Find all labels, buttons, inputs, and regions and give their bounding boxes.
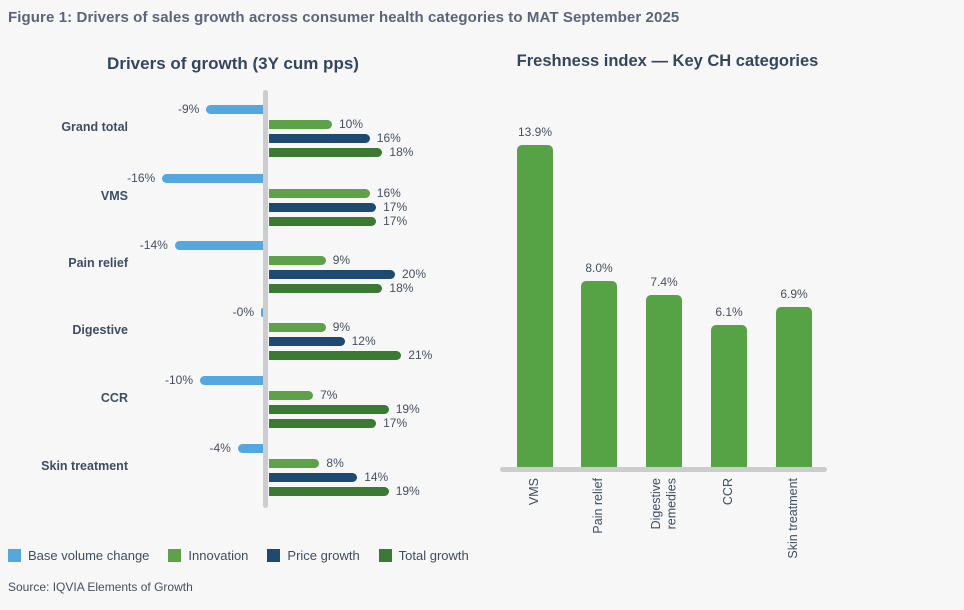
x-axis-label: Skin treatment (786, 478, 800, 559)
legend: Base volume change Innovation Price growth… (8, 548, 469, 563)
bar-value-label: 18% (389, 144, 414, 159)
legend-label: Innovation (188, 548, 249, 563)
bar-freshness-index (517, 144, 553, 467)
bar-value-label: 10% (339, 116, 364, 131)
bar-innovation (269, 458, 320, 468)
x-axis-label: Pain relief (591, 478, 605, 534)
legend-swatch (8, 549, 21, 562)
bar-price-growth (269, 202, 377, 212)
bar-value-label: 17% (383, 213, 408, 228)
bar-value-label: 7% (320, 387, 338, 402)
legend-label: Base volume change (28, 548, 150, 563)
bar-innovation (269, 255, 326, 265)
legend-swatch (168, 549, 182, 562)
bar-value-label: 6.1% (715, 305, 743, 320)
bar-freshness-index (711, 325, 747, 467)
bar-price-growth (269, 269, 395, 279)
bar-value-label: 6.9% (780, 286, 808, 301)
x-axis-label: VMS (527, 478, 541, 506)
bar-value-label: 21% (408, 347, 433, 362)
bar-price-growth (269, 404, 389, 414)
bar-value-label: -9% (177, 101, 200, 116)
bar-base-volume-change (261, 307, 263, 317)
bar-value-label: -16% (127, 170, 156, 185)
bar-value-label: 14% (364, 469, 389, 484)
bar-price-growth (269, 336, 345, 346)
bar-price-growth (269, 133, 370, 143)
bar-value-label: 12% (351, 333, 376, 348)
bar-freshness-index (776, 306, 812, 467)
category-label: Skin treatment (41, 459, 128, 473)
bar-innovation (269, 322, 326, 332)
bar-total-growth (269, 486, 389, 496)
bar-value-label: 18% (389, 280, 414, 295)
bar-base-volume-change (206, 104, 263, 114)
bar-value-label: -4% (209, 440, 231, 455)
legend-item-total-growth: Total growth (378, 548, 469, 563)
category-label: Digestive (72, 323, 128, 337)
legend-item-price-growth: Price growth (267, 548, 360, 563)
bar-base-volume-change (174, 240, 263, 250)
bar-value-label: 8.0% (585, 261, 613, 276)
left-chart-title: Drivers of growth (3Y cum pps) (107, 54, 359, 73)
bar-price-growth (269, 472, 358, 482)
bar-value-label: -14% (139, 237, 168, 252)
figure-title: Figure 1: Drivers of sales growth across… (8, 9, 680, 26)
bar-value-label: 8% (326, 455, 344, 470)
bar-total-growth (269, 283, 383, 293)
bar-value-label: 13.9% (517, 124, 553, 139)
bar-total-growth (269, 147, 383, 157)
bar-freshness-index (646, 295, 682, 467)
category-label: VMS (100, 189, 128, 203)
bar-total-growth (269, 418, 377, 428)
legend-label: Total growth (398, 548, 469, 563)
category-label: Pain relief (68, 256, 128, 270)
bar-innovation (269, 188, 370, 198)
bar-value-label: 17% (383, 199, 408, 214)
bar-value-label: 7.4% (650, 275, 678, 290)
bar-value-label: 16% (376, 130, 401, 145)
bar-innovation (269, 390, 314, 400)
category-label: CCR (100, 391, 128, 405)
x-axis-label: Digestive remedies (648, 478, 679, 530)
bar-base-volume-change (237, 443, 263, 453)
category-label: Grand total (61, 120, 128, 134)
legend-item-base-volume-change: Base volume change (8, 548, 149, 563)
bar-value-label: 9% (332, 252, 351, 267)
bar-total-growth (269, 350, 402, 360)
bar-value-label: 17% (383, 415, 408, 430)
bar-base-volume-change (162, 173, 263, 183)
bar-value-label: 19% (395, 483, 420, 498)
bar-value-label: 16% (376, 185, 401, 200)
bar-base-volume-change (200, 375, 263, 385)
bar-freshness-index (581, 281, 617, 467)
bar-innovation (269, 119, 332, 129)
legend-swatch (378, 549, 392, 562)
bar-value-label: 20% (402, 266, 427, 281)
bar-value-label: 9% (332, 319, 351, 334)
y-axis-line (263, 90, 268, 508)
legend-item-innovation: Innovation (168, 548, 248, 563)
legend-swatch (267, 549, 281, 562)
bar-value-label: 19% (395, 401, 420, 416)
x-axis-line (500, 467, 827, 472)
legend-label: Price growth (287, 548, 360, 563)
bar-value-label: -0% (232, 304, 254, 319)
bar-value-label: -10% (164, 372, 193, 387)
source-note: Source: IQVIA Elements of Growth (8, 580, 193, 594)
bar-total-growth (269, 216, 377, 226)
right-chart-title: Freshness index — Key CH categories (516, 52, 819, 70)
x-axis-label: CCR (721, 478, 735, 506)
